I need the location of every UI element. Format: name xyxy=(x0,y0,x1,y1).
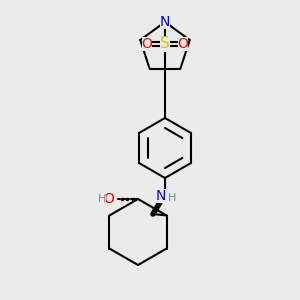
Text: O: O xyxy=(178,37,188,51)
Text: S: S xyxy=(160,37,170,52)
Text: O: O xyxy=(103,192,114,206)
Text: H: H xyxy=(98,194,106,204)
Text: N: N xyxy=(156,189,166,203)
Text: N: N xyxy=(160,15,170,29)
Text: O: O xyxy=(142,37,152,51)
Text: H: H xyxy=(168,193,176,203)
